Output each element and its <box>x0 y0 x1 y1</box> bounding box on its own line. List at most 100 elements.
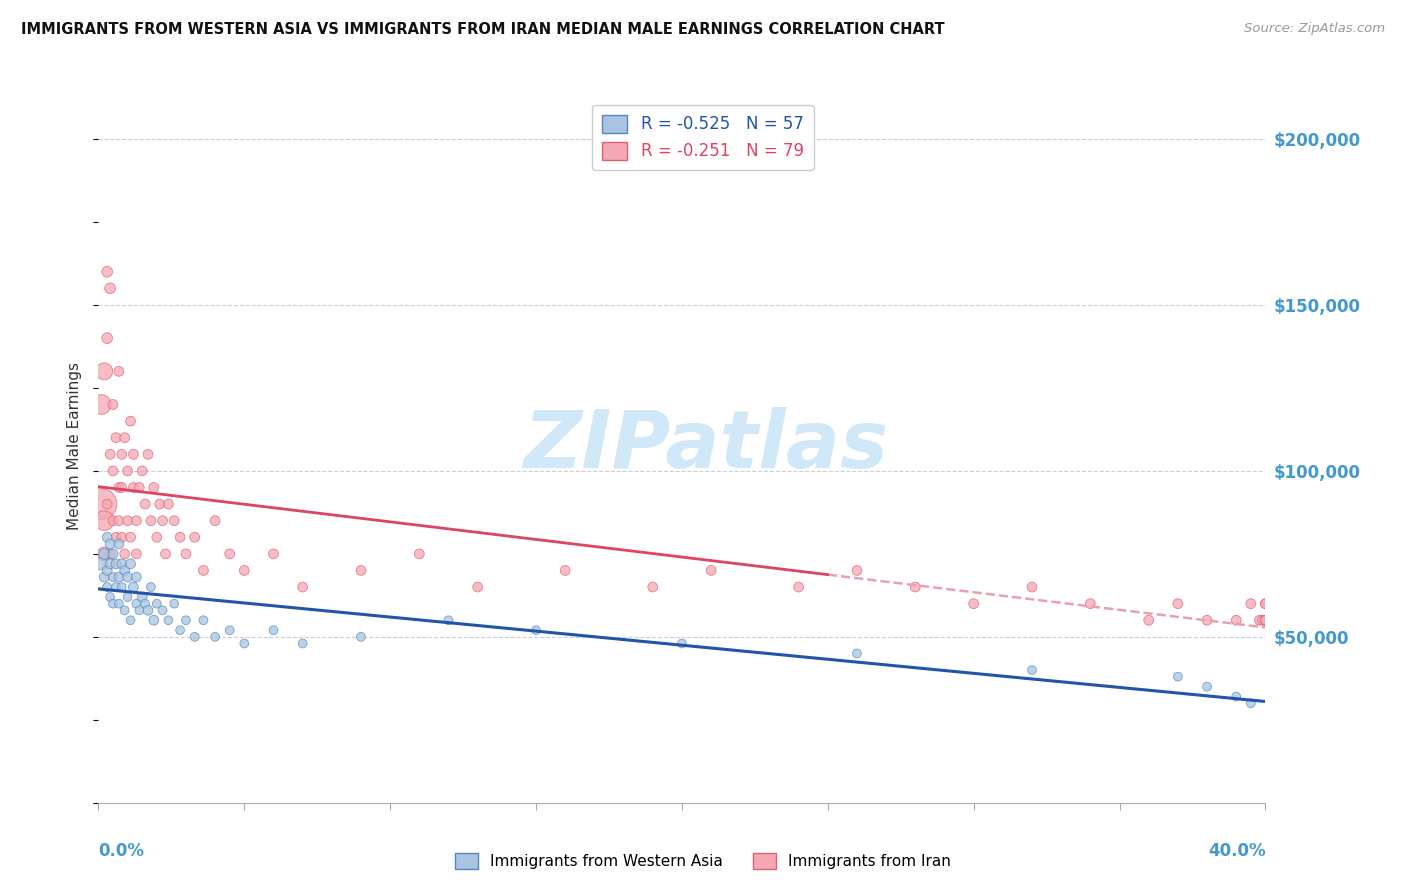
Point <box>1167 670 1189 684</box>
Point <box>193 564 215 578</box>
Point <box>193 613 215 627</box>
Point <box>108 514 131 528</box>
Point <box>1254 613 1277 627</box>
Point <box>169 624 191 638</box>
Point <box>101 597 124 611</box>
Point <box>671 636 693 650</box>
Point <box>139 514 162 528</box>
Point <box>122 447 145 461</box>
Point <box>101 514 124 528</box>
Point <box>111 580 134 594</box>
Point <box>117 464 139 478</box>
Point <box>1251 613 1274 627</box>
Point <box>104 557 127 571</box>
Point <box>700 564 723 578</box>
Point <box>641 580 664 594</box>
Point <box>1195 680 1218 694</box>
Point <box>962 597 984 611</box>
Point <box>146 530 169 544</box>
Point <box>139 580 162 594</box>
Point <box>174 613 197 627</box>
Point <box>136 447 159 461</box>
Point <box>104 580 127 594</box>
Point <box>125 514 148 528</box>
Point <box>233 564 256 578</box>
Point <box>136 603 159 617</box>
Point <box>262 624 284 638</box>
Point <box>101 547 124 561</box>
Point <box>218 624 240 638</box>
Point <box>1254 597 1277 611</box>
Point <box>125 547 148 561</box>
Point <box>108 537 131 551</box>
Point <box>1137 613 1160 627</box>
Point <box>111 481 134 495</box>
Point <box>204 514 226 528</box>
Point <box>157 613 180 627</box>
Point <box>142 481 165 495</box>
Point <box>117 570 139 584</box>
Point <box>101 397 124 411</box>
Point <box>131 464 153 478</box>
Point <box>157 497 180 511</box>
Point <box>183 630 205 644</box>
Point <box>218 547 240 561</box>
Point <box>169 530 191 544</box>
Point <box>96 580 118 594</box>
Text: Source: ZipAtlas.com: Source: ZipAtlas.com <box>1244 22 1385 36</box>
Point <box>1254 597 1277 611</box>
Point <box>96 564 118 578</box>
Y-axis label: Median Male Earnings: Median Male Earnings <box>67 362 83 530</box>
Point <box>93 547 115 561</box>
Point <box>1225 690 1247 704</box>
Point <box>111 557 134 571</box>
Point <box>1240 696 1263 710</box>
Point <box>125 597 148 611</box>
Point <box>120 414 142 428</box>
Point <box>1240 597 1263 611</box>
Point <box>163 514 186 528</box>
Point <box>1254 613 1277 627</box>
Text: 40.0%: 40.0% <box>1208 842 1265 860</box>
Point <box>90 397 112 411</box>
Point <box>122 481 145 495</box>
Text: IMMIGRANTS FROM WESTERN ASIA VS IMMIGRANTS FROM IRAN MEDIAN MALE EARNINGS CORREL: IMMIGRANTS FROM WESTERN ASIA VS IMMIGRAN… <box>21 22 945 37</box>
Point <box>108 364 131 378</box>
Point <box>101 570 124 584</box>
Point <box>1021 663 1043 677</box>
Point <box>117 514 139 528</box>
Point <box>104 530 127 544</box>
Text: ZIPatlas: ZIPatlas <box>523 407 887 485</box>
Point <box>1254 613 1277 627</box>
Point <box>114 603 136 617</box>
Point <box>1225 613 1247 627</box>
Point <box>93 570 115 584</box>
Point <box>845 647 868 661</box>
Point <box>142 613 165 627</box>
Legend: Immigrants from Western Asia, Immigrants from Iran: Immigrants from Western Asia, Immigrants… <box>449 847 957 875</box>
Point <box>291 580 314 594</box>
Point <box>149 497 172 511</box>
Point <box>408 547 430 561</box>
Point <box>134 497 156 511</box>
Point <box>1254 613 1277 627</box>
Point <box>524 624 547 638</box>
Point <box>108 597 131 611</box>
Point <box>554 564 576 578</box>
Point <box>114 547 136 561</box>
Point <box>787 580 810 594</box>
Point <box>122 580 145 594</box>
Point <box>108 570 131 584</box>
Point <box>93 514 115 528</box>
Point <box>1254 613 1277 627</box>
Point <box>131 590 153 604</box>
Point <box>163 597 186 611</box>
Point <box>101 464 124 478</box>
Point <box>134 597 156 611</box>
Point <box>125 570 148 584</box>
Point <box>120 613 142 627</box>
Point <box>1080 597 1102 611</box>
Point <box>108 481 131 495</box>
Point <box>98 537 121 551</box>
Point <box>1195 613 1218 627</box>
